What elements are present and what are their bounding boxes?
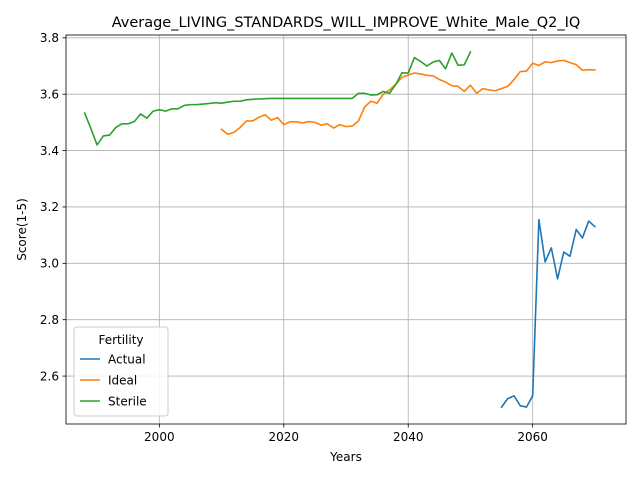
y-axis: 2.6 2.8 3.0 3.2 3.4 3.6 3.8 <box>40 31 66 383</box>
series-layer <box>83 50 597 409</box>
x-tick-label: 2020 <box>269 430 300 444</box>
x-tick-label: 2000 <box>144 430 175 444</box>
legend-entries: Actual Ideal Sterile <box>80 352 147 408</box>
y-tick-label: 2.6 <box>40 369 59 383</box>
legend-title: Fertility <box>98 333 143 347</box>
series-line-actual <box>500 218 597 409</box>
y-tick-label: 3.4 <box>40 144 59 158</box>
series-line-ideal <box>220 59 596 136</box>
x-tick-label: 2040 <box>393 430 424 444</box>
y-axis-label: Score(1-5) <box>15 198 29 261</box>
plot-frame <box>65 34 627 425</box>
legend: Fertility Actual Ideal Sterile <box>73 326 169 417</box>
y-tick-label: 3.0 <box>40 257 59 271</box>
legend-label-ideal: Ideal <box>108 373 137 387</box>
legend-box <box>73 326 169 417</box>
legend-label-sterile: Sterile <box>108 394 147 408</box>
x-axis-label: Years <box>329 450 362 464</box>
y-tick-label: 2.8 <box>40 313 59 327</box>
y-tick-label: 3.6 <box>40 87 59 101</box>
grid <box>66 35 626 424</box>
y-tick-label: 3.8 <box>40 31 59 45</box>
x-tick-label: 2060 <box>517 430 548 444</box>
x-axis: 2000 2020 2040 2060 <box>144 424 548 444</box>
series-line-sterile <box>83 50 472 146</box>
y-tick-label: 3.2 <box>40 200 59 214</box>
legend-label-actual: Actual <box>108 352 146 366</box>
chart-title: Average_LIVING_STANDARDS_WILL_IMPROVE_Wh… <box>112 15 581 31</box>
